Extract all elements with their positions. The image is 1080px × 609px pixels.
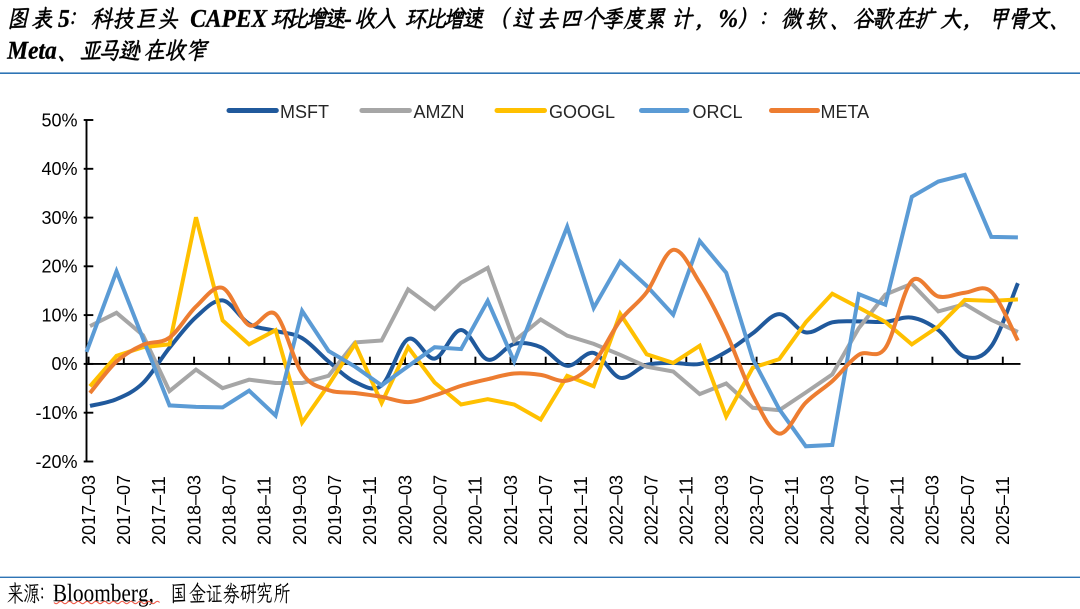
- svg-text:2020–07: 2020–07: [431, 475, 451, 545]
- svg-text:2023–03: 2023–03: [712, 475, 732, 545]
- svg-text:2018–07: 2018–07: [220, 475, 240, 545]
- svg-text:MSFT: MSFT: [280, 102, 329, 122]
- svg-text:50%: 50%: [41, 110, 77, 130]
- svg-text:40%: 40%: [41, 159, 77, 179]
- svg-text:META: META: [821, 102, 870, 122]
- svg-text:2025–03: 2025–03: [923, 475, 943, 545]
- svg-text:2024–07: 2024–07: [852, 475, 872, 545]
- svg-text:2022–03: 2022–03: [606, 475, 626, 545]
- svg-text:2020–03: 2020–03: [395, 475, 415, 545]
- svg-text:2024–03: 2024–03: [817, 475, 837, 545]
- svg-text:2019–11: 2019–11: [360, 476, 380, 545]
- svg-text:2019–07: 2019–07: [325, 475, 345, 545]
- svg-text:2022–07: 2022–07: [642, 475, 662, 545]
- svg-text:2023–07: 2023–07: [747, 475, 767, 545]
- svg-text:2018–11: 2018–11: [255, 476, 275, 545]
- svg-text:2025–07: 2025–07: [958, 475, 978, 545]
- svg-text:2021–03: 2021–03: [501, 475, 521, 545]
- svg-text:2019–03: 2019–03: [290, 475, 310, 545]
- svg-text:2017–11: 2017–11: [149, 476, 169, 545]
- svg-text:2021–11: 2021–11: [571, 476, 591, 545]
- svg-text:-20%: -20%: [35, 452, 77, 472]
- svg-text:20%: 20%: [41, 257, 77, 277]
- svg-text:2017–03: 2017–03: [79, 475, 99, 545]
- svg-text:2021–07: 2021–07: [536, 475, 556, 545]
- svg-text:GOOGL: GOOGL: [549, 102, 615, 122]
- svg-text:30%: 30%: [41, 208, 77, 228]
- svg-text:10%: 10%: [41, 305, 77, 325]
- svg-text:2024–11: 2024–11: [888, 476, 908, 545]
- svg-text:2025–11: 2025–11: [993, 476, 1013, 545]
- svg-text:AMZN: AMZN: [414, 102, 465, 122]
- svg-text:2017–07: 2017–07: [114, 475, 134, 545]
- svg-text:2020–11: 2020–11: [466, 476, 486, 545]
- svg-text:2023–11: 2023–11: [782, 476, 802, 545]
- svg-text:2022–11: 2022–11: [677, 476, 697, 545]
- svg-text:2018–03: 2018–03: [184, 475, 204, 545]
- svg-text:0%: 0%: [51, 354, 77, 374]
- svg-text:ORCL: ORCL: [693, 102, 743, 122]
- svg-text:-10%: -10%: [35, 403, 77, 423]
